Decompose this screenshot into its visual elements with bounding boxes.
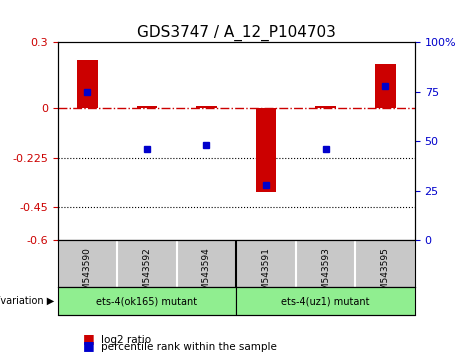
FancyBboxPatch shape — [58, 287, 236, 315]
Bar — [136, 106, 157, 108]
Text: genotype/variation ▶: genotype/variation ▶ — [0, 296, 55, 306]
Text: percentile rank within the sample: percentile rank within the sample — [101, 342, 278, 352]
Text: GSM543591: GSM543591 — [261, 247, 271, 302]
Title: GDS3747 / A_12_P104703: GDS3747 / A_12_P104703 — [137, 25, 336, 41]
Bar — [196, 106, 217, 108]
Text: GSM543592: GSM543592 — [142, 247, 152, 302]
Text: GSM543595: GSM543595 — [381, 247, 390, 302]
Text: ets-4(ok165) mutant: ets-4(ok165) mutant — [96, 296, 197, 306]
Text: GSM543594: GSM543594 — [202, 247, 211, 302]
FancyBboxPatch shape — [236, 287, 415, 315]
Bar — [375, 64, 396, 108]
Text: log2 ratio: log2 ratio — [101, 335, 152, 345]
Text: ■: ■ — [83, 332, 95, 345]
Text: ■: ■ — [83, 339, 95, 352]
Bar — [255, 108, 277, 192]
Bar — [315, 106, 336, 108]
Text: ets-4(uz1) mutant: ets-4(uz1) mutant — [281, 296, 370, 306]
Bar — [77, 60, 98, 108]
Text: GSM543590: GSM543590 — [83, 247, 92, 302]
Text: GSM543593: GSM543593 — [321, 247, 330, 302]
